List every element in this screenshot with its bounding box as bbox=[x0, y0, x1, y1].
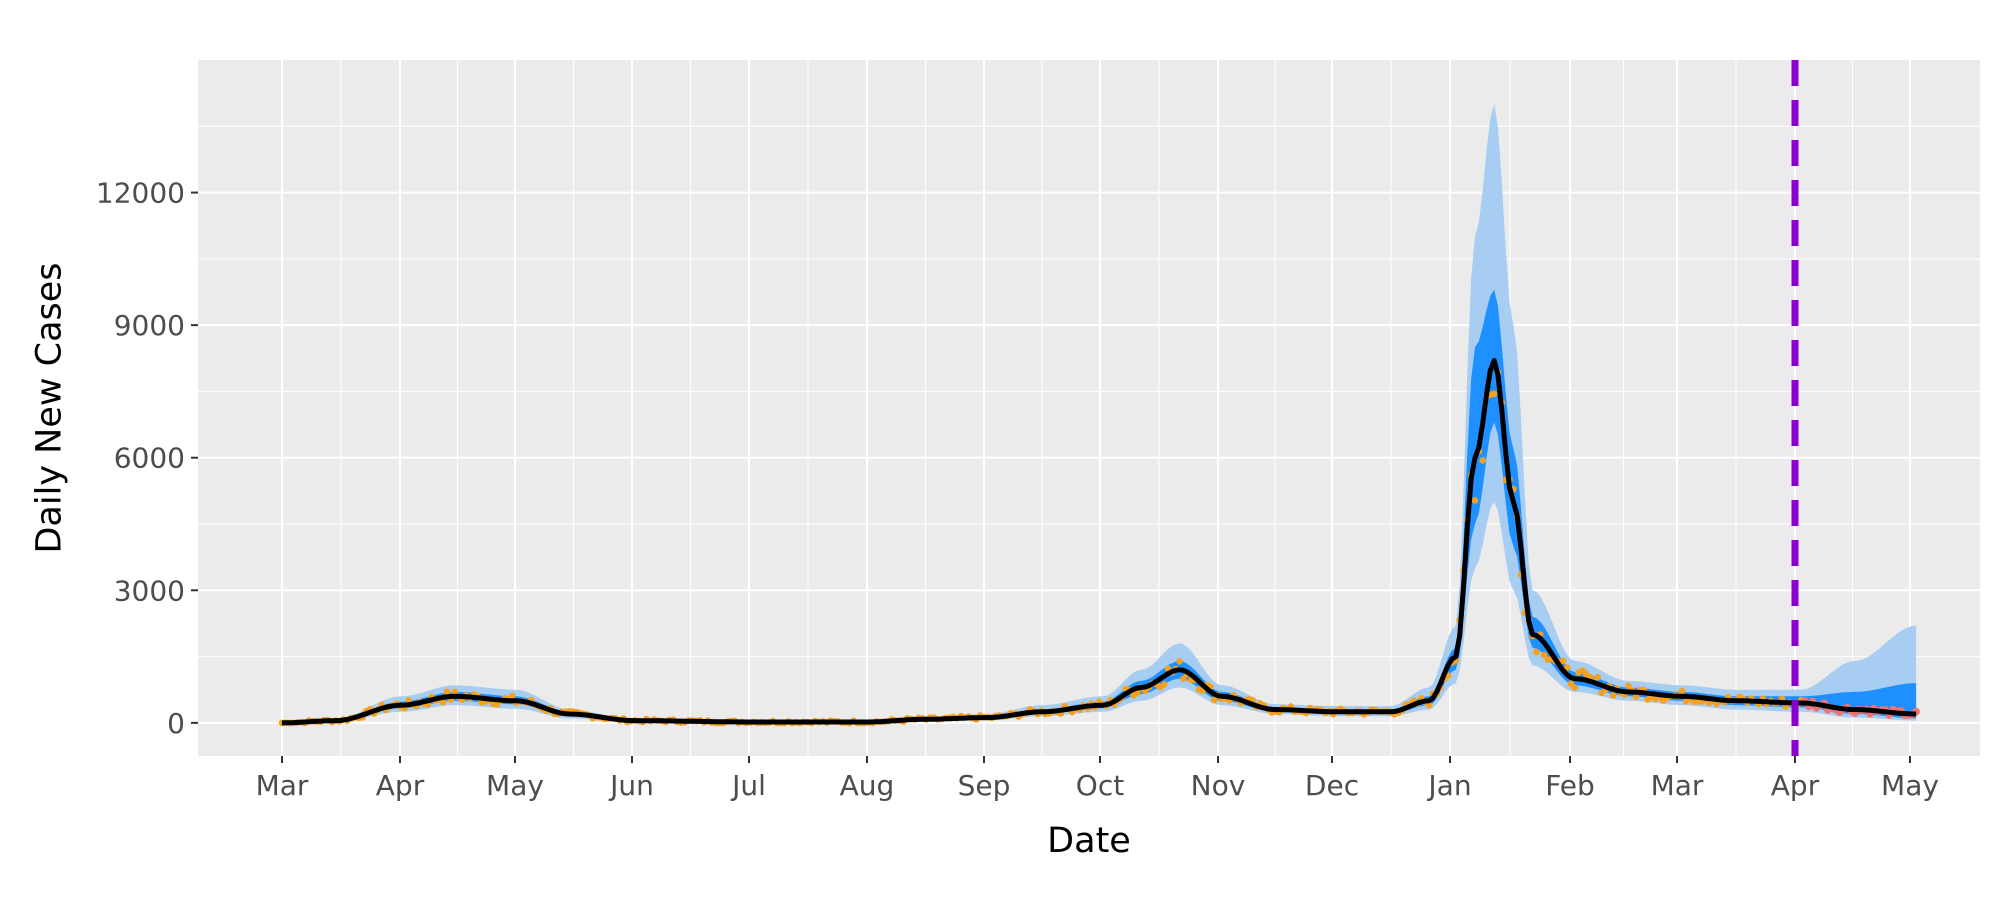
observed-point bbox=[1594, 673, 1601, 681]
x-tick-label: Sep bbox=[958, 769, 1011, 802]
fit-line bbox=[281, 358, 1917, 726]
fit-median-line bbox=[281, 358, 1917, 726]
observed-point bbox=[1425, 701, 1433, 709]
y-axis-title: Daily New Cases bbox=[29, 262, 69, 553]
observed-point bbox=[1471, 497, 1479, 504]
observed-point bbox=[1479, 457, 1486, 464]
observed-point bbox=[451, 688, 458, 696]
x-tick-label: Mar bbox=[1651, 769, 1704, 802]
x-axis: Mar Apr May Jun Jul Aug Sep Oct Nov Dec Jan Feb Mar A… bbox=[256, 756, 1939, 802]
observed-point bbox=[1210, 696, 1218, 704]
x-tick-label: Mar bbox=[256, 769, 309, 802]
observed-point bbox=[1490, 390, 1498, 398]
x-tick-label: May bbox=[1881, 769, 1939, 802]
observed-point bbox=[1540, 651, 1548, 659]
x-axis-title: Date bbox=[1047, 821, 1131, 861]
x-tick-label: Apr bbox=[376, 769, 425, 802]
x-tick-label: Nov bbox=[1191, 769, 1246, 802]
y-axis: 0 3000 6000 9000 12000 bbox=[96, 177, 198, 740]
x-tick-label: Jul bbox=[730, 769, 766, 802]
observed-point bbox=[508, 692, 516, 700]
observed-point bbox=[1678, 687, 1686, 695]
x-tick-label: Jan bbox=[1426, 769, 1471, 802]
y-tick-label: 0 bbox=[167, 707, 185, 740]
x-tick-label: May bbox=[486, 769, 544, 802]
observed-point bbox=[1563, 664, 1571, 671]
x-tick-label: Dec bbox=[1305, 769, 1359, 802]
x-tick-label: Jun bbox=[608, 769, 654, 802]
observed-point bbox=[1559, 657, 1567, 665]
y-tick-label: 12000 bbox=[96, 177, 185, 210]
x-tick-label: Aug bbox=[840, 769, 895, 802]
observed-point bbox=[1533, 648, 1540, 656]
observed-point bbox=[1161, 681, 1168, 688]
y-tick-label: 3000 bbox=[114, 574, 185, 607]
plot-panel bbox=[198, 60, 1980, 756]
x-tick-label: Oct bbox=[1076, 769, 1124, 802]
observed-point bbox=[1180, 675, 1187, 682]
observed-point bbox=[1176, 658, 1183, 665]
observed-point bbox=[1571, 684, 1578, 691]
uncertainty-bands bbox=[282, 104, 1917, 723]
y-tick-label: 9000 bbox=[114, 309, 185, 342]
x-tick-label: Apr bbox=[1771, 769, 1820, 802]
x-tick-label: Feb bbox=[1545, 769, 1595, 802]
observed-point bbox=[1625, 682, 1632, 690]
observed-point bbox=[1134, 689, 1141, 697]
outer-interval-band bbox=[282, 104, 1917, 723]
minor-gridlines bbox=[198, 60, 1980, 756]
observed-point bbox=[439, 698, 447, 706]
observed-point bbox=[443, 688, 451, 696]
observed-point bbox=[1632, 693, 1640, 701]
observed-point bbox=[1609, 692, 1617, 699]
y-tick-label: 6000 bbox=[114, 442, 185, 475]
